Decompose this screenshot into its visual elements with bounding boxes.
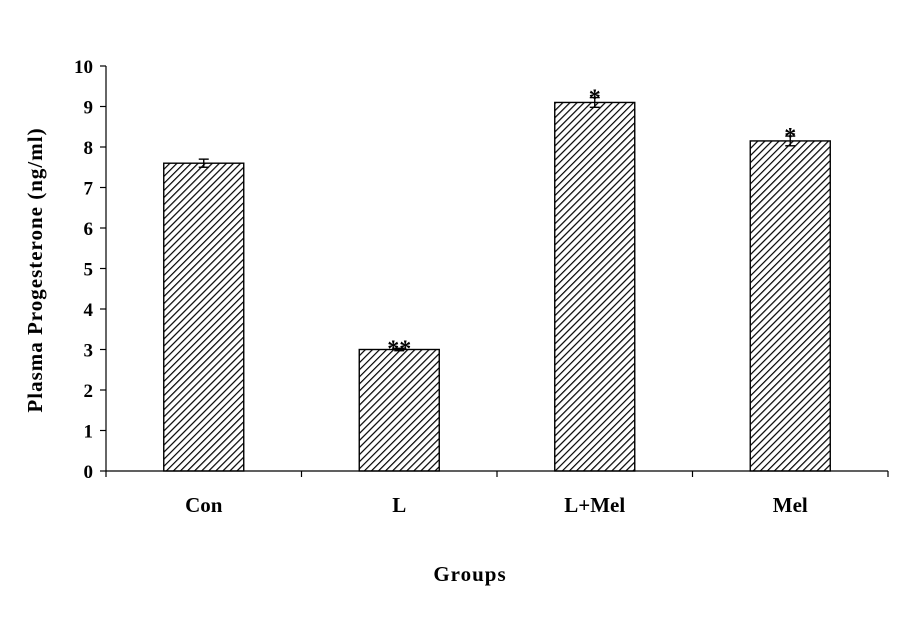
error-bars	[198, 96, 796, 352]
y-tick-label: 0	[84, 462, 94, 483]
x-axis-title: Groups	[433, 562, 506, 586]
significance-marker: *	[589, 86, 601, 112]
bar-con	[163, 162, 245, 472]
y-axis-title: Plasma Progesterone (ng/ml)	[23, 127, 47, 412]
y-tick-label: 5	[84, 260, 94, 281]
y-tick-label: 8	[84, 138, 94, 159]
x-axis-categories: Con L L+Mel Mel	[105, 471, 889, 517]
bars	[163, 101, 831, 472]
y-tick-label: 9	[84, 98, 94, 119]
bar-l-mel	[554, 101, 636, 472]
y-tick-label: 10	[74, 57, 93, 78]
y-tick-label: 3	[84, 341, 94, 362]
x-category-label: L	[392, 493, 406, 517]
y-tick-label: 4	[84, 300, 94, 321]
y-tick-label: 1	[84, 422, 94, 443]
significance-marker: **	[387, 336, 411, 362]
y-tick-label: 2	[84, 381, 94, 402]
y-tick-label: 6	[84, 219, 94, 240]
significance-marker: *	[784, 124, 796, 150]
x-category-label: Mel	[773, 493, 808, 517]
y-axis-ticks: 0 1 2 3 4 5 6 7 8 9 10	[74, 57, 106, 483]
x-category-label: Con	[185, 493, 223, 517]
y-tick-label: 7	[84, 179, 94, 200]
bar-mel	[749, 140, 831, 472]
significance-annotations: ****	[387, 86, 796, 363]
bar-l	[358, 348, 440, 472]
x-category-label: L+Mel	[564, 493, 625, 517]
